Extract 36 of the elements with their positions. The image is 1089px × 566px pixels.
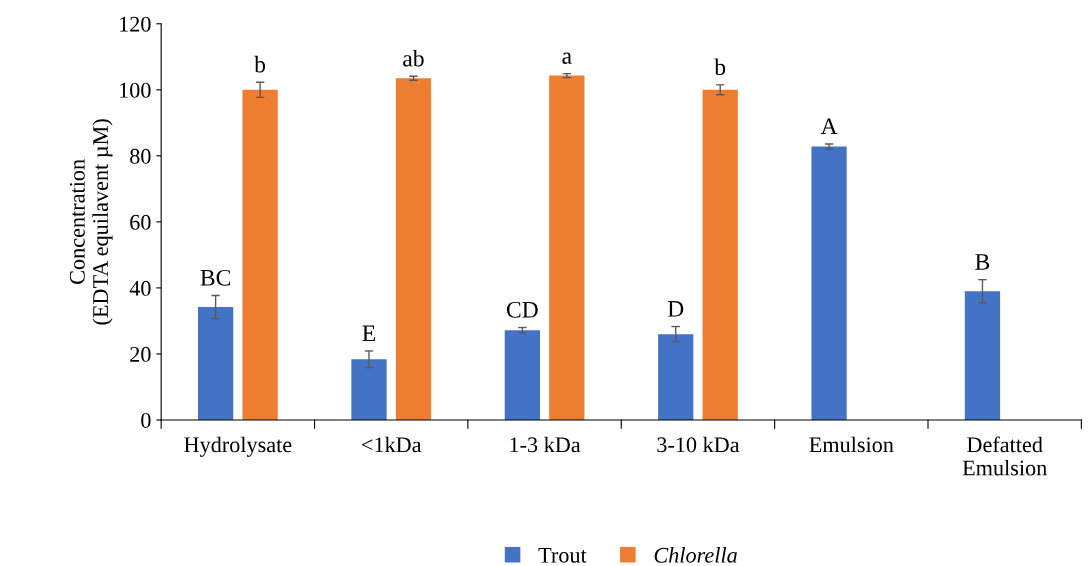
bar	[811, 146, 847, 420]
data-label: B	[975, 254, 990, 270]
x-tick-label: 3-10 kDa	[657, 436, 740, 453]
legend-label: Trout	[538, 547, 587, 563]
y-tick-label: 20	[130, 346, 151, 362]
x-tick-label: Emulsion	[809, 436, 894, 453]
legend-label: Chlorella	[654, 547, 737, 563]
y-tick-label: 80	[130, 148, 151, 164]
data-label: A	[820, 118, 838, 134]
data-label: CD	[506, 301, 538, 318]
bar	[964, 291, 1001, 420]
y-tick-label: 100	[120, 82, 151, 98]
data-label: ab	[403, 49, 424, 67]
data-label: D	[667, 301, 684, 317]
x-tick-label: <1kDa	[362, 436, 422, 453]
bar	[351, 359, 387, 420]
bar	[395, 78, 432, 420]
data-label: a	[562, 52, 572, 64]
data-label: E	[362, 325, 376, 341]
bar	[702, 89, 738, 420]
bar	[504, 330, 540, 420]
data-label: BC	[200, 269, 231, 286]
bar	[658, 334, 694, 420]
bar	[549, 75, 585, 420]
bar	[242, 89, 278, 420]
data-label: b	[254, 55, 266, 73]
x-tick-label: 1-3 kDa	[510, 436, 581, 453]
y-tick-label: 0	[141, 412, 151, 428]
data-label: b	[714, 58, 726, 76]
x-tick-label: Defatted Emulsion	[962, 436, 1047, 476]
y-tick-label: 120	[120, 16, 151, 32]
y-axis-title: Concentration (EDTA equilavent µM)	[69, 119, 113, 325]
bar	[197, 307, 234, 420]
y-tick-label: 60	[130, 214, 151, 230]
y-tick-label: 40	[129, 280, 151, 296]
x-tick-label: Hydrolysate	[184, 436, 292, 457]
